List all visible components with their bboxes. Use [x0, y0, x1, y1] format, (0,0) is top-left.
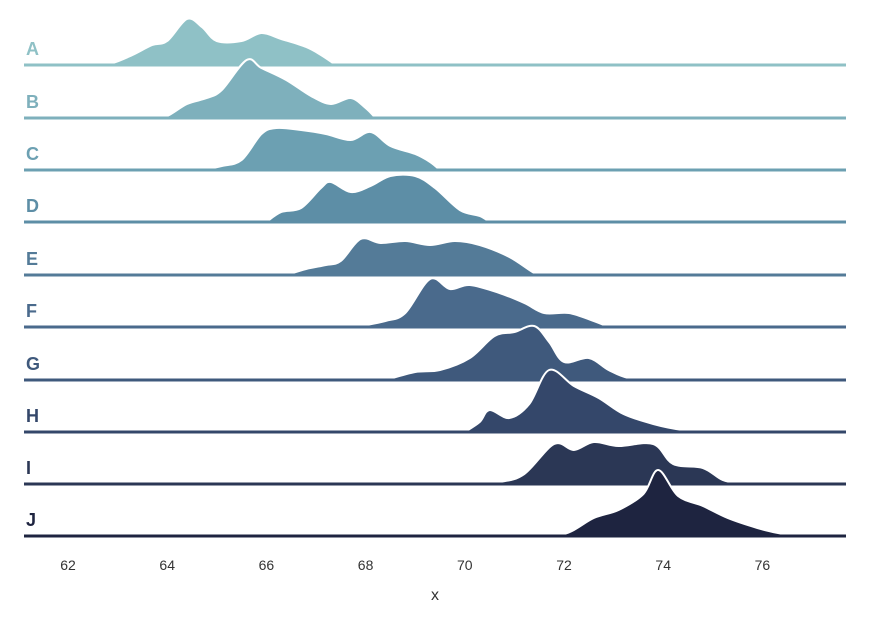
row-label-b: B [26, 92, 39, 112]
row-label-i: I [26, 458, 31, 478]
ridge-outline [464, 368, 713, 433]
ridge-b: B [24, 58, 846, 120]
ridge-area [92, 18, 336, 65]
row-label-d: D [26, 196, 39, 216]
ridge-g: G [24, 324, 846, 382]
ridge-i: I [24, 440, 846, 486]
row-label-j: J [26, 510, 36, 530]
row-label-h: H [26, 406, 39, 426]
ridge-e: E [24, 237, 846, 277]
ridge-j: J [24, 469, 846, 538]
ridge-area [266, 174, 490, 222]
row-label-f: F [26, 301, 37, 321]
x-tick-label: 68 [358, 557, 374, 573]
row-label-c: C [26, 144, 39, 164]
ridge-outline [92, 17, 337, 66]
x-tick-label: 76 [755, 557, 771, 573]
ridge-area [464, 369, 713, 432]
ridge-area [201, 127, 440, 170]
ridge-area [286, 238, 545, 276]
x-axis-ticks: 62 64 66 68 70 72 74 76 [60, 557, 770, 573]
ridge-area [464, 441, 743, 484]
ridge-area [355, 278, 609, 327]
ridge-d: D [24, 173, 846, 224]
x-tick-label: 64 [159, 557, 175, 573]
row-label-a: A [26, 39, 39, 59]
ridge-outline [385, 324, 659, 381]
ridge-c: C [24, 126, 846, 172]
ridges: A B C D E F G H I J [24, 17, 846, 538]
x-tick-label: 62 [60, 557, 76, 573]
ridge-outline [201, 126, 441, 171]
ridge-outline [285, 237, 545, 277]
ridge-outline [524, 469, 793, 538]
ridge-area [152, 59, 376, 118]
row-label-g: G [26, 354, 40, 374]
ridge-outline [152, 58, 377, 119]
ridge-h: H [24, 368, 846, 434]
x-axis-label: x [431, 587, 439, 604]
x-tick-label: 70 [457, 557, 473, 573]
ridge-a: A [24, 17, 846, 67]
x-tick-label: 72 [556, 557, 572, 573]
ridge-outline [464, 440, 743, 485]
row-label-e: E [26, 249, 38, 269]
x-tick-label: 66 [259, 557, 275, 573]
ridge-outline [355, 277, 609, 328]
x-tick-label: 74 [655, 557, 671, 573]
ridge-outline [265, 173, 491, 223]
ridge-f: F [24, 277, 846, 329]
